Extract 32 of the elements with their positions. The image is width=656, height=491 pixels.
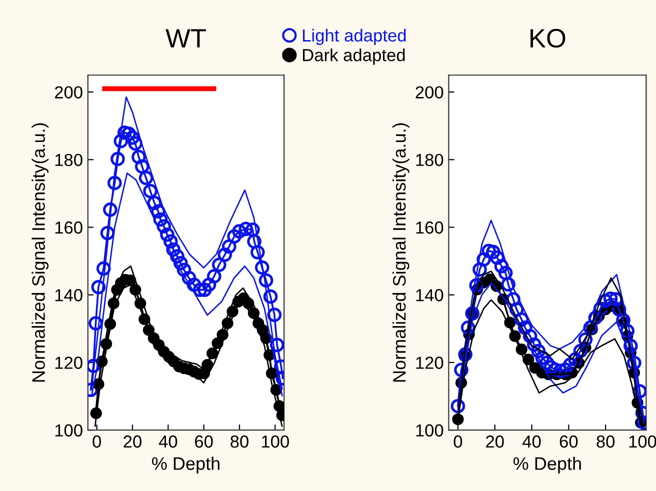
y-tick-label: 200	[416, 86, 444, 98]
x-tick-label: 40	[158, 435, 178, 448]
x-tick-label: 20	[124, 435, 142, 448]
x-tick-label: 60	[195, 435, 213, 448]
x-tick-label: 0	[454, 435, 462, 448]
chart-title: WT	[166, 29, 206, 48]
y-tick-label: 180	[416, 154, 444, 166]
y-tick-label: 160	[55, 221, 82, 234]
x-axis-title: % Depth	[152, 456, 220, 474]
x-tick-label: 80	[230, 435, 248, 448]
y-tick-label: 180	[55, 154, 82, 166]
y-tick-label: 120	[416, 356, 444, 369]
chart-title: KO	[530, 28, 566, 48]
y-tick-label: 100	[55, 424, 82, 437]
x-tick-label: 0	[92, 435, 101, 448]
legend-label: Light adapted	[302, 28, 406, 46]
x-tick-label: 40	[522, 435, 541, 448]
x-tick-label: 100	[262, 435, 289, 448]
x-tick-label: 100	[629, 435, 656, 448]
x-tick-label: 20	[486, 435, 504, 448]
y-tick-label: 120	[55, 356, 82, 369]
y-axis-title: Normalized Signal Intensity(a.u.)	[32, 123, 49, 382]
x-tick-label: 80	[596, 435, 615, 448]
y-tick-label: 200	[54, 86, 82, 98]
y-tick-label: 140	[55, 289, 82, 302]
x-axis-title: % Depth	[513, 456, 581, 474]
y-axis-title: Normalized Signal Intensity(a.u.)	[392, 123, 410, 382]
x-tick-label: 60	[560, 435, 578, 448]
y-tick-label: 100	[416, 424, 444, 437]
y-tick-label: 160	[416, 221, 444, 234]
y-tick-label: 140	[416, 289, 444, 302]
legend-label: Dark adapted	[302, 48, 405, 65]
